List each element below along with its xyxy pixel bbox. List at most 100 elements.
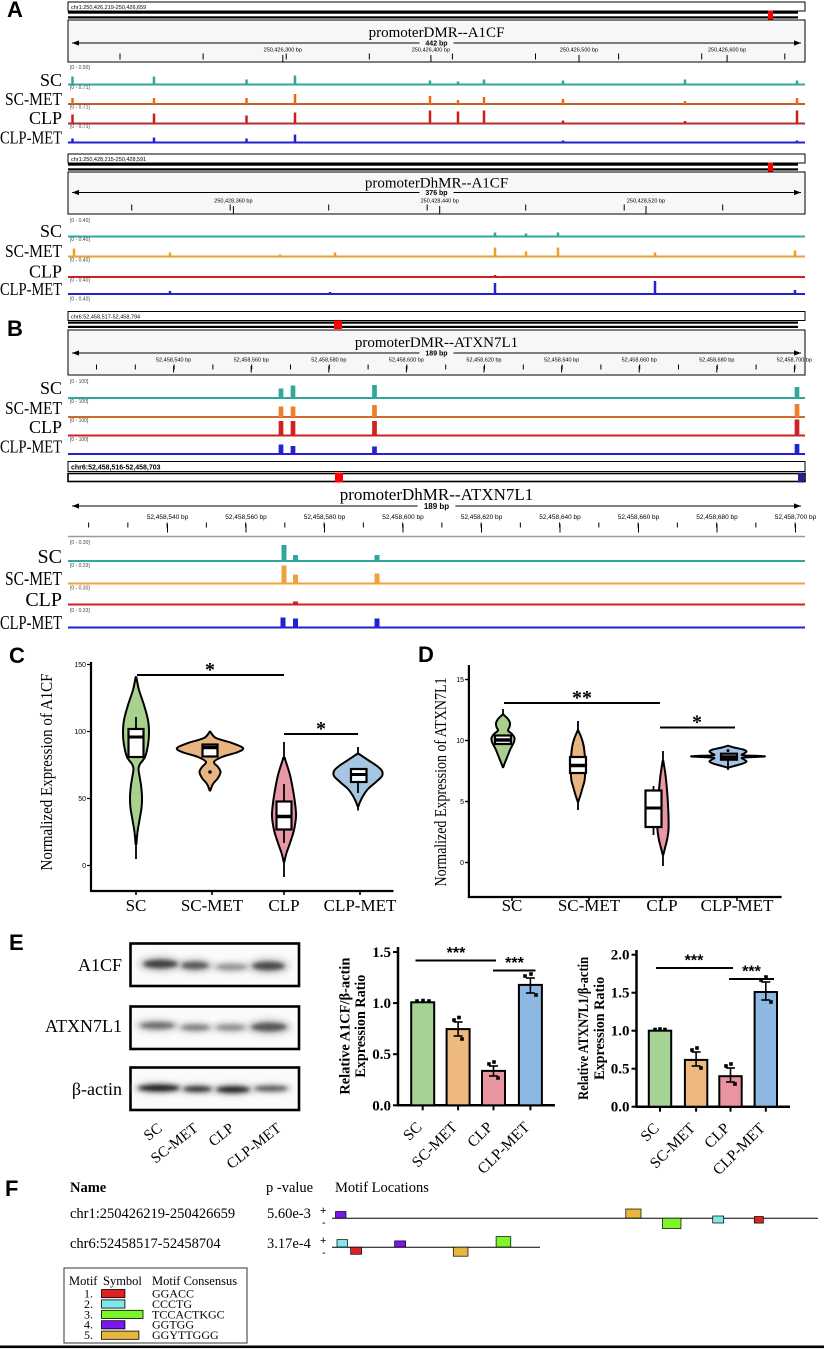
- svg-text:CLP-MET: CLP-MET: [324, 896, 397, 915]
- svg-text:[0 - 0.71]: [0 - 0.71]: [70, 85, 90, 91]
- svg-text:+: +: [320, 1205, 326, 1217]
- svg-text:GGYTTGGG: GGYTTGGG: [152, 1328, 219, 1342]
- svg-text:chr1:250,426,219-250,426,659: chr1:250,426,219-250,426,659: [71, 5, 146, 11]
- svg-text:52,458,620 bp: 52,458,620 bp: [466, 358, 501, 364]
- svg-text:A: A: [7, 0, 23, 22]
- svg-text:SC-MET: SC-MET: [558, 896, 621, 915]
- svg-text:F: F: [5, 1176, 18, 1201]
- svg-text:A1CF: A1CF: [78, 955, 122, 975]
- svg-text:Relative A1CF/β-actin: Relative A1CF/β-actin: [338, 957, 354, 1095]
- svg-text:Motif Consensus: Motif Consensus: [152, 1274, 237, 1288]
- svg-text:Motif Locations: Motif Locations: [335, 1180, 429, 1196]
- svg-text:189 bp: 189 bp: [424, 502, 449, 511]
- svg-text:1.0: 1.0: [372, 996, 391, 1012]
- svg-text:chr6:52,458,517-52,458,794: chr6:52,458,517-52,458,794: [71, 315, 140, 321]
- svg-text:TCCACTKGC: TCCACTKGC: [152, 1307, 225, 1321]
- svg-text:SC: SC: [637, 1120, 662, 1145]
- svg-text:p -value: p -value: [266, 1180, 313, 1196]
- svg-text:SC: SC: [40, 378, 62, 398]
- svg-text:1.0: 1.0: [611, 1024, 630, 1040]
- svg-text:GGTGG: GGTGG: [152, 1318, 194, 1332]
- svg-text:52,458,620 bp: 52,458,620 bp: [461, 514, 503, 521]
- svg-text:**: **: [572, 687, 592, 709]
- svg-text:-: -: [322, 1247, 326, 1259]
- svg-text:1.5: 1.5: [372, 945, 391, 961]
- svg-text:promoterDhMR--ATXN7L1: promoterDhMR--ATXN7L1: [340, 485, 534, 504]
- svg-text:CLP: CLP: [29, 262, 62, 282]
- svg-text:250,428,440 bp: 250,428,440 bp: [421, 199, 459, 205]
- svg-text:1.5: 1.5: [611, 986, 630, 1002]
- svg-text:50: 50: [78, 796, 86, 803]
- svg-text:***: ***: [685, 953, 704, 970]
- svg-text:CLP: CLP: [206, 1121, 238, 1151]
- svg-text:ATXN7L1: ATXN7L1: [45, 1016, 122, 1036]
- svg-text:0.5: 0.5: [611, 1062, 630, 1078]
- svg-text:SC-MET: SC-MET: [181, 896, 244, 915]
- svg-text:SC-MET: SC-MET: [5, 568, 62, 590]
- svg-text:CLP: CLP: [268, 896, 299, 915]
- svg-text:chr6:52,458,516-52,458,703: chr6:52,458,516-52,458,703: [71, 465, 161, 472]
- svg-text:3.: 3.: [84, 1307, 93, 1321]
- svg-text:3.17e-4: 3.17e-4: [267, 1236, 312, 1252]
- svg-text:[0 - 100]: [0 - 100]: [70, 418, 89, 424]
- svg-text:1.: 1.: [84, 1287, 93, 1301]
- svg-text:52,458,560 bp: 52,458,560 bp: [234, 358, 269, 364]
- svg-text:0.0: 0.0: [372, 1098, 391, 1114]
- svg-text:52,458,640 bp: 52,458,640 bp: [544, 358, 579, 364]
- svg-text:52,458,560 bp: 52,458,560 bp: [225, 514, 267, 521]
- svg-text:52,458,660 bp: 52,458,660 bp: [622, 358, 657, 364]
- svg-text:Name: Name: [70, 1180, 107, 1196]
- svg-text:CLP: CLP: [29, 417, 62, 437]
- svg-text:52,458,540 bp: 52,458,540 bp: [156, 358, 191, 364]
- svg-text:Normalized Expression of A1CF: Normalized Expression of A1CF: [37, 674, 56, 871]
- svg-text:5.60e-3: 5.60e-3: [267, 1206, 311, 1222]
- svg-text:*: *: [205, 659, 215, 681]
- svg-text:250,428,520 bp: 250,428,520 bp: [627, 199, 665, 205]
- svg-text:*: *: [692, 712, 702, 734]
- svg-text:SC-MET: SC-MET: [5, 89, 62, 109]
- svg-text:chr6:52458517-52458704: chr6:52458517-52458704: [70, 1236, 221, 1252]
- svg-text:[0 - 0.71]: [0 - 0.71]: [70, 105, 90, 111]
- svg-text:52,458,540 bp: 52,458,540 bp: [147, 514, 189, 521]
- svg-text:150: 150: [74, 662, 86, 669]
- svg-text:250,426,600 bp: 250,426,600 bp: [708, 48, 746, 54]
- svg-text:β-actin: β-actin: [72, 1079, 122, 1099]
- svg-text:52,458,600 bp: 52,458,600 bp: [382, 514, 424, 521]
- svg-text:D: D: [418, 642, 434, 667]
- svg-text:C: C: [9, 643, 25, 668]
- svg-text:5.: 5.: [84, 1328, 93, 1342]
- svg-text:0.5: 0.5: [372, 1047, 391, 1063]
- svg-text:[0 - 100]: [0 - 100]: [70, 437, 89, 443]
- svg-text:[0 - 0.40]: [0 - 0.40]: [70, 218, 90, 224]
- svg-text:52,458,680 bp: 52,458,680 bp: [696, 514, 738, 521]
- svg-text:***: ***: [505, 955, 524, 972]
- svg-text:***: ***: [447, 945, 466, 962]
- svg-text:B: B: [7, 316, 23, 341]
- svg-text:SC: SC: [502, 896, 523, 915]
- svg-text:[0 - 0.30]: [0 - 0.30]: [70, 586, 90, 592]
- svg-text:442 bp: 442 bp: [425, 41, 447, 48]
- svg-text:[0 - 0.40]: [0 - 0.40]: [70, 258, 90, 264]
- svg-text:2.0: 2.0: [611, 948, 630, 964]
- svg-text:[0 - 0.71]: [0 - 0.71]: [70, 124, 90, 130]
- svg-text:52,458,580 bp: 52,458,580 bp: [304, 514, 346, 521]
- svg-text:15: 15: [456, 677, 464, 684]
- svg-text:CLP-MET: CLP-MET: [0, 437, 62, 457]
- svg-text:chr1:250426219-250426659: chr1:250426219-250426659: [70, 1206, 235, 1222]
- svg-text:SC: SC: [40, 70, 62, 90]
- svg-text:CLP: CLP: [29, 108, 62, 128]
- svg-text:SC-MET: SC-MET: [5, 241, 62, 261]
- svg-text:*: *: [316, 718, 326, 740]
- svg-text:4.: 4.: [84, 1318, 93, 1332]
- svg-text:52,458,700 bp: 52,458,700 bp: [777, 358, 812, 364]
- svg-text:Motif: Motif: [69, 1274, 98, 1288]
- svg-text:[0 - 0.33]: [0 - 0.33]: [70, 608, 90, 614]
- svg-text:[0 - 0.40]: [0 - 0.40]: [70, 237, 90, 243]
- svg-text:promoterDhMR--A1CF: promoterDhMR--A1CF: [365, 176, 508, 192]
- svg-text:SC: SC: [126, 896, 147, 915]
- svg-text:CLP-MET: CLP-MET: [0, 612, 62, 634]
- svg-text:52,458,580 bp: 52,458,580 bp: [311, 358, 346, 364]
- svg-text:52,458,640 bp: 52,458,640 bp: [539, 514, 581, 521]
- svg-text:[0 - 0.50]: [0 - 0.50]: [70, 65, 90, 71]
- svg-text:[0 - 100]: [0 - 100]: [70, 399, 89, 405]
